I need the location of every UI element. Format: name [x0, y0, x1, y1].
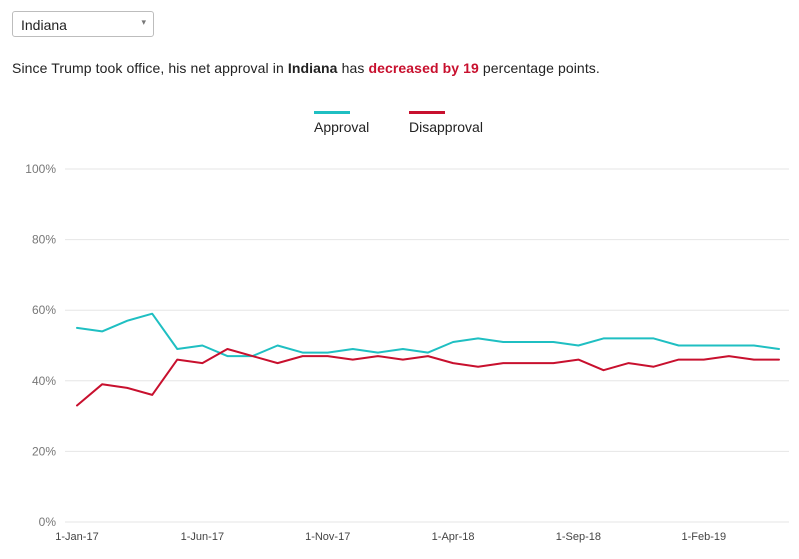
- x-tick-label: 1-Feb-19: [681, 531, 726, 543]
- x-tick-label: 1-Sep-18: [556, 531, 601, 543]
- headline-prefix: Since Trump took office, his net approva…: [12, 60, 284, 76]
- disapproval-line: [76, 348, 780, 407]
- state-select-value: Indiana: [21, 17, 67, 33]
- legend-swatch-approval: [314, 111, 350, 114]
- x-tick-label: 1-Apr-18: [432, 531, 475, 543]
- y-tick-label: 60%: [32, 303, 56, 317]
- legend-swatch-disapproval: [409, 111, 445, 114]
- headline-change: decreased by 19: [368, 60, 479, 76]
- y-tick-label: 80%: [32, 233, 56, 247]
- headline-suffix: percentage points.: [482, 60, 600, 76]
- legend-item-approval[interactable]: Approval: [314, 111, 369, 135]
- legend-item-disapproval[interactable]: Disapproval: [409, 111, 483, 135]
- y-tick-label: 40%: [32, 374, 56, 388]
- state-select[interactable]: Indiana ▾: [12, 11, 154, 37]
- y-tick-label: 0%: [39, 515, 57, 529]
- x-tick-label: 1-Nov-17: [305, 531, 350, 543]
- headline-middle: has: [341, 60, 365, 76]
- chevron-down-icon: ▾: [141, 17, 146, 27]
- legend-label-approval: Approval: [314, 119, 370, 135]
- x-tick-label: 1-Jun-17: [181, 531, 224, 543]
- y-tick-label: 20%: [32, 444, 56, 458]
- headline: Since Trump took office, his net approva…: [12, 60, 600, 76]
- approval-line: [76, 312, 780, 358]
- y-tick-label: 100%: [25, 162, 56, 176]
- headline-state: Indiana: [287, 60, 338, 76]
- x-tick-label: 1-Jan-17: [55, 531, 98, 543]
- legend-label-disapproval: Disapproval: [409, 119, 483, 135]
